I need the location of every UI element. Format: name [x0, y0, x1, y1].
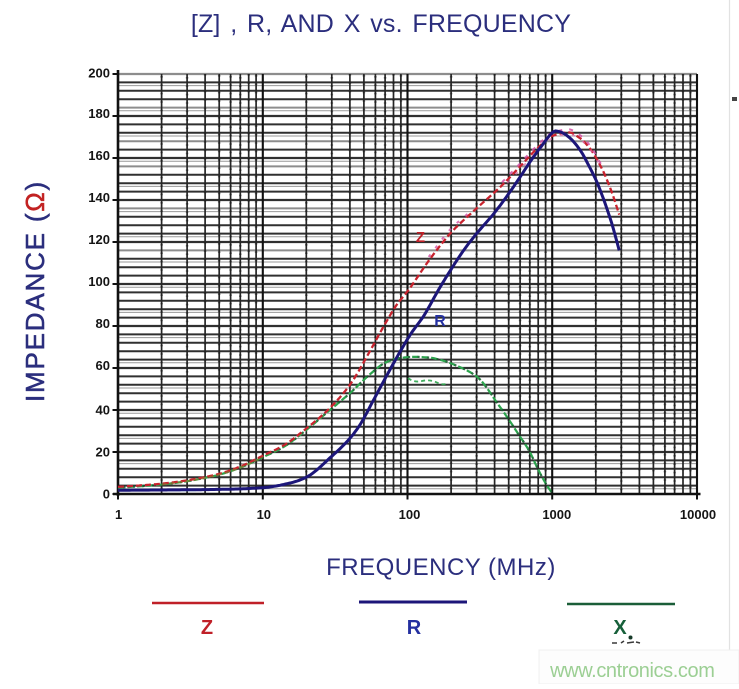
svg-text:[Z] , R, AND X vs. FREQUENCY: [Z] , R, AND X vs. FREQUENCY: [191, 10, 571, 38]
svg-text:Z: Z: [416, 229, 425, 246]
svg-text:Z: Z: [201, 617, 213, 639]
svg-text:160: 160: [88, 148, 110, 163]
svg-text:R: R: [434, 313, 446, 330]
svg-text:100: 100: [88, 274, 110, 289]
svg-text:40: 40: [96, 403, 110, 418]
svg-text:IMPEDANCE (Ω): IMPEDANCE (Ω): [20, 180, 50, 402]
svg-text:10: 10: [257, 507, 271, 522]
svg-text:80: 80: [96, 316, 110, 331]
svg-text:1: 1: [115, 507, 122, 522]
svg-text:1000: 1000: [542, 507, 571, 522]
svg-text:140: 140: [88, 190, 110, 205]
svg-text:200: 200: [88, 66, 110, 81]
svg-text:FREQUENCY (MHz): FREQUENCY (MHz): [326, 554, 556, 581]
svg-text:100: 100: [399, 507, 421, 522]
svg-text:120: 120: [88, 232, 110, 247]
svg-text:60: 60: [96, 358, 110, 373]
svg-text:20: 20: [96, 445, 110, 460]
svg-text:10000: 10000: [680, 507, 716, 522]
svg-text:X: X: [613, 617, 627, 639]
svg-text:R: R: [407, 617, 422, 639]
svg-text:180: 180: [88, 106, 110, 121]
svg-text:www.cntronics.com: www.cntronics.com: [549, 660, 714, 682]
svg-text:0: 0: [103, 487, 110, 502]
